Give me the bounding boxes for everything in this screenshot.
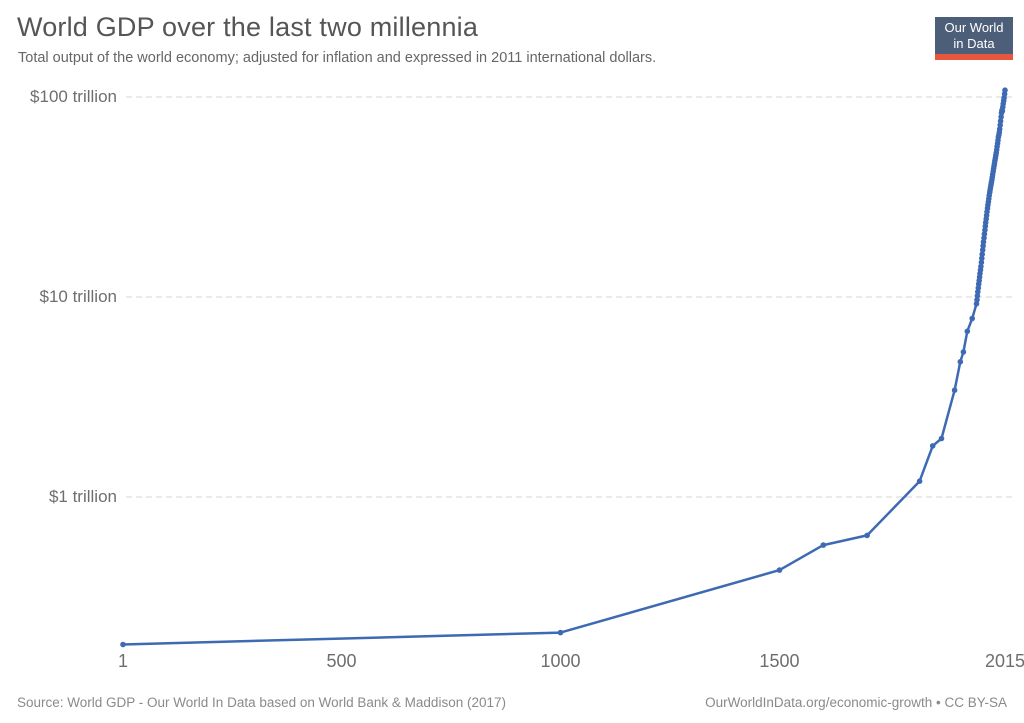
owid-logo: Our World in Data [935, 17, 1013, 60]
x-tick-label-1500: 1500 [759, 651, 800, 671]
data-point [960, 349, 967, 355]
y-tick-label-1-trillion: $1 trillion [48, 487, 117, 506]
data-point [969, 315, 975, 322]
data-point [964, 328, 971, 335]
data-point [557, 629, 564, 636]
source-note: Source: World GDP - Our World In Data ba… [17, 695, 506, 710]
logo-accent-bar [935, 54, 1013, 60]
data-point [978, 263, 984, 270]
data-point [979, 255, 985, 262]
data-point [957, 359, 964, 365]
data-point [978, 259, 985, 266]
x-tick-label-2015: 2015 [984, 651, 1024, 671]
data-point [938, 435, 945, 442]
owid-logo-line1: Our World [944, 20, 1004, 35]
x-tick-label-1: 1 [117, 651, 129, 671]
chart-subtitle: Total output of the world economy; adjus… [18, 50, 657, 66]
owid-logo-text: Our World in Data [935, 17, 1013, 54]
data-point [979, 247, 986, 253]
data-point [951, 387, 958, 394]
chart-footer: Source: World GDP - Our World In Data ba… [17, 695, 1007, 710]
y-tick-label-10-trillion: $10 trillion [39, 287, 118, 306]
x-tick-label-500: 500 [326, 651, 357, 671]
data-point [864, 532, 870, 539]
gdp-line [121, 88, 1007, 646]
data-point [820, 542, 827, 548]
data-point [776, 567, 783, 573]
x-tick-label-1000: 1000 [540, 651, 581, 671]
data-point [120, 641, 126, 648]
data-point [979, 251, 985, 257]
data-point [916, 478, 923, 485]
attribution-link[interactable]: OurWorldInData.org/economic-growth • CC … [705, 695, 1007, 710]
chart-title: World GDP over the last two millennia [17, 12, 479, 42]
y-tick-label-100-trillion: $100 trillion [30, 87, 117, 106]
data-point [1002, 87, 1008, 93]
data-point [997, 118, 1004, 124]
owid-logo-line2: in Data [953, 36, 995, 51]
data-point [929, 443, 936, 449]
